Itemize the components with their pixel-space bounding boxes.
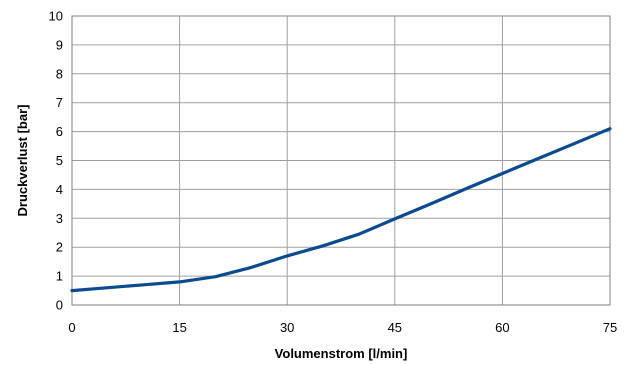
- y-tick-label: 9: [56, 37, 63, 52]
- x-tick-label: 60: [495, 320, 509, 335]
- y-axis-tick-labels: 0 1 2 3 4 5 6 7 8 9 10: [49, 9, 63, 313]
- y-tick-label: 6: [56, 124, 63, 139]
- series-layer: [70, 127, 612, 293]
- y-tick-label: 8: [56, 66, 63, 81]
- series-line: [70, 127, 612, 293]
- grid-lines: [71, 15, 611, 306]
- y-tick-label: 4: [56, 182, 63, 197]
- y-tick-label: 10: [49, 9, 63, 24]
- y-tick-label: 5: [56, 153, 63, 168]
- x-tick-label: 0: [68, 320, 75, 335]
- x-tick-label: 30: [280, 320, 294, 335]
- x-tick-label: 45: [388, 320, 402, 335]
- x-tick-label: 15: [172, 320, 186, 335]
- y-tick-label: 2: [56, 240, 63, 255]
- y-tick-label: 0: [56, 298, 63, 313]
- y-tick-label: 7: [56, 95, 63, 110]
- plot-area-frame: [71, 15, 611, 306]
- x-axis-tick-labels: 0 15 30 45 60 75: [68, 320, 617, 335]
- y-tick-label: 3: [56, 211, 63, 226]
- y-axis-title: Druckverlust [bar]: [15, 105, 30, 217]
- y-tick-label: 1: [56, 269, 63, 284]
- x-tick-label: 75: [603, 320, 617, 335]
- x-axis-title: Volumenstrom [l/min]: [275, 346, 408, 361]
